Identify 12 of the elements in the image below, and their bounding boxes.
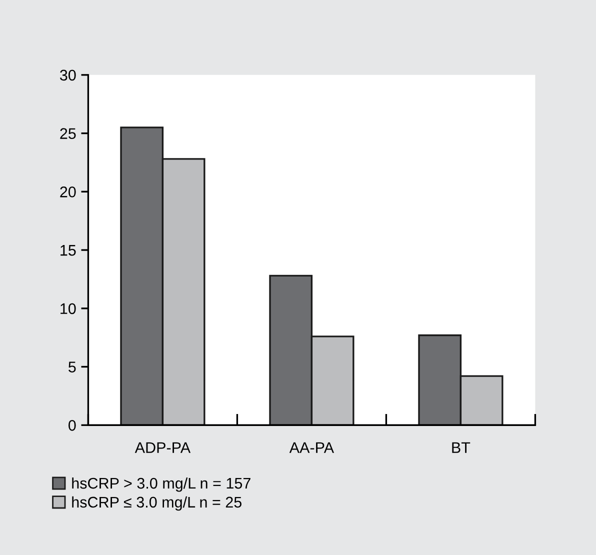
y-tick-label: 0 bbox=[68, 420, 76, 431]
y-tick-label: 5 bbox=[68, 362, 76, 372]
legend-label: hsCRP ≤ 3.0 mg/L n = 25 bbox=[72, 496, 242, 511]
y-tick-label: 20 bbox=[60, 186, 76, 198]
x-tick-label: BT bbox=[452, 442, 470, 453]
y-tick-label: 30 bbox=[60, 70, 76, 81]
y-tick-label: 25 bbox=[60, 128, 76, 139]
x-tick-label: AA-PA bbox=[289, 442, 334, 453]
y-tick-label: 10 bbox=[60, 303, 76, 314]
y-tick-label: 15 bbox=[60, 245, 76, 256]
legend-label: hsCRP > 3.0 mg/L n = 157 bbox=[72, 477, 250, 492]
x-tick-label: ADP-PA bbox=[134, 442, 191, 453]
